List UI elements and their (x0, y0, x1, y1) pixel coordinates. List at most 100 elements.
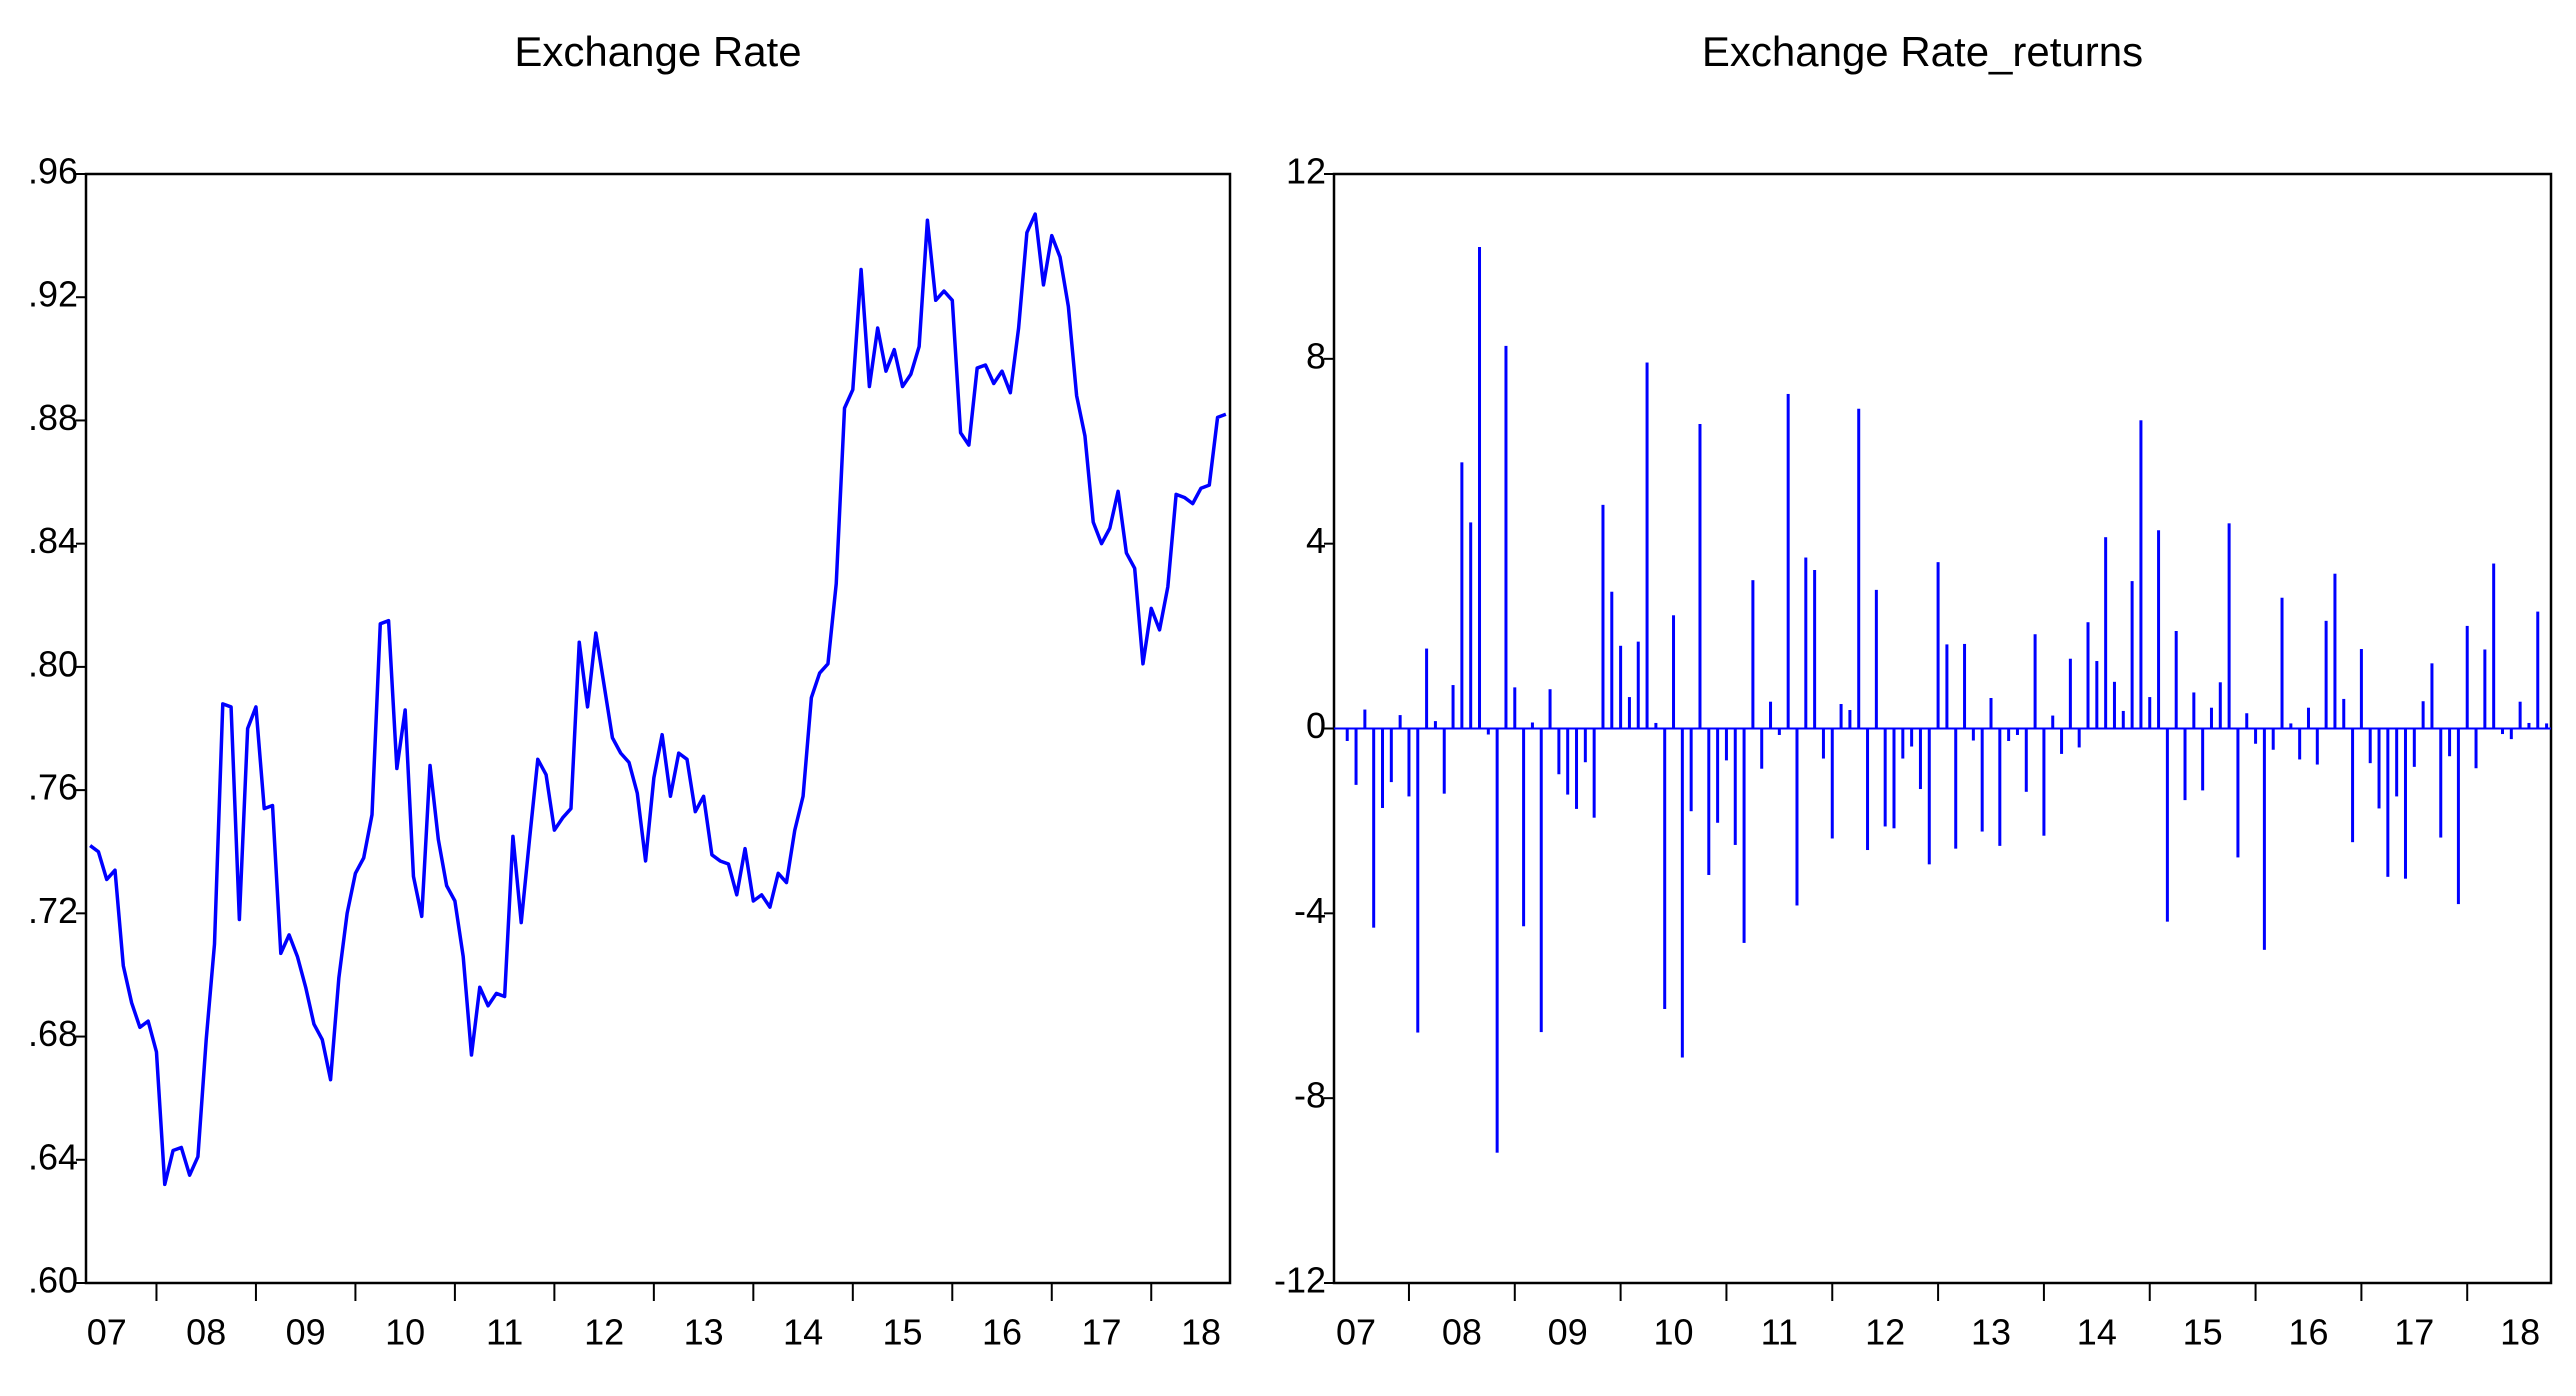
y-tick-label: .80 (28, 643, 78, 684)
bar (1495, 728, 1499, 1153)
bar (2060, 728, 2064, 754)
bar (2386, 728, 2390, 877)
bar (1883, 728, 1887, 827)
bar (1672, 615, 1676, 729)
bar (1442, 728, 1446, 794)
bar (1751, 580, 1755, 729)
plot-frame (84, 172, 1232, 1285)
bar (1636, 641, 1640, 729)
bar (2068, 658, 2072, 729)
bar (1363, 709, 1367, 729)
bar (2192, 692, 2196, 729)
bar (1575, 728, 1579, 809)
bar (1663, 728, 1667, 1009)
bar (1354, 728, 1358, 785)
bar (2395, 728, 2399, 797)
bar (1539, 728, 1543, 1033)
bar (2448, 728, 2452, 757)
x-tick-label: 13 (1971, 1312, 2011, 1353)
bar (2165, 728, 2169, 922)
bar (1707, 728, 1711, 875)
bar (2157, 530, 2161, 729)
bar (1557, 728, 1561, 775)
bar (1469, 522, 1473, 729)
bar (1451, 685, 1455, 729)
bar (2333, 573, 2337, 729)
bar (1804, 557, 1808, 729)
bar (1407, 728, 1411, 797)
bar (1416, 728, 1420, 1033)
bar (1716, 728, 1720, 823)
bar (2527, 722, 2531, 729)
bar (1866, 728, 1870, 851)
bar (1936, 562, 1940, 729)
bar (2315, 728, 2319, 765)
bar (1504, 345, 1508, 729)
bar (1954, 728, 1958, 849)
x-tick-label: 16 (982, 1312, 1022, 1353)
bar (1927, 728, 1931, 865)
bar (1433, 721, 1437, 729)
bar (2139, 420, 2143, 729)
bar (2007, 728, 2011, 741)
x-tick-label: 08 (186, 1312, 226, 1353)
bar (2112, 681, 2116, 729)
y-tick-label: -12 (1274, 1260, 1326, 1301)
bar (2024, 728, 2028, 792)
bar (2209, 707, 2213, 729)
x-tick-label: 08 (1442, 1312, 1482, 1353)
bar (2245, 713, 2249, 729)
bar (2130, 581, 2134, 729)
bar (2518, 701, 2522, 729)
bar (2236, 728, 2240, 858)
bar (1627, 697, 1631, 729)
y-tick-label: .88 (28, 397, 78, 438)
bar (1566, 728, 1570, 795)
bar (2201, 728, 2205, 791)
bar (2289, 723, 2293, 729)
bar (2421, 701, 2425, 729)
bar (2403, 728, 2407, 879)
bar (1874, 589, 1878, 729)
y-tick-label: .64 (28, 1136, 78, 1177)
bar (2262, 728, 2266, 950)
bar (1724, 728, 1728, 761)
bar (2545, 723, 2549, 729)
bar (2474, 728, 2478, 769)
x-tick-label: 12 (584, 1312, 624, 1353)
x-tick-label: 12 (1865, 1312, 1905, 1353)
y-tick-label: .72 (28, 890, 78, 931)
bar (2280, 597, 2284, 729)
bar (1372, 728, 1376, 928)
bar (1795, 728, 1799, 906)
bar (1821, 728, 1825, 759)
bar (1786, 393, 1790, 729)
x-tick-label: 09 (1548, 1312, 1588, 1353)
bar (2015, 728, 2019, 735)
bar (2536, 611, 2540, 729)
bar (2342, 698, 2346, 729)
y-tick-label: 8 (1306, 335, 1326, 376)
bar (1425, 648, 1429, 729)
bar (1742, 728, 1746, 943)
bar (1760, 728, 1764, 769)
y-tick-label: .92 (28, 274, 78, 315)
x-tick-label: 11 (1761, 1312, 1798, 1353)
x-tick-label: 13 (684, 1312, 724, 1353)
y-tick-label: .96 (28, 151, 78, 192)
bar (1892, 728, 1896, 829)
bar (2051, 715, 2055, 729)
bar (1619, 645, 1623, 729)
bar (2148, 697, 2152, 729)
y-tick-label: .84 (28, 520, 78, 561)
bar (2227, 523, 2231, 729)
x-tick-label: 14 (783, 1312, 823, 1353)
bar (2086, 622, 2090, 729)
bar (1381, 728, 1385, 808)
y-tick-label: -8 (1294, 1075, 1326, 1116)
x-tick-label: 11 (486, 1312, 523, 1353)
bar (1680, 728, 1684, 1058)
chart-title: Exchange Rate (514, 28, 801, 75)
bar (1910, 728, 1914, 747)
